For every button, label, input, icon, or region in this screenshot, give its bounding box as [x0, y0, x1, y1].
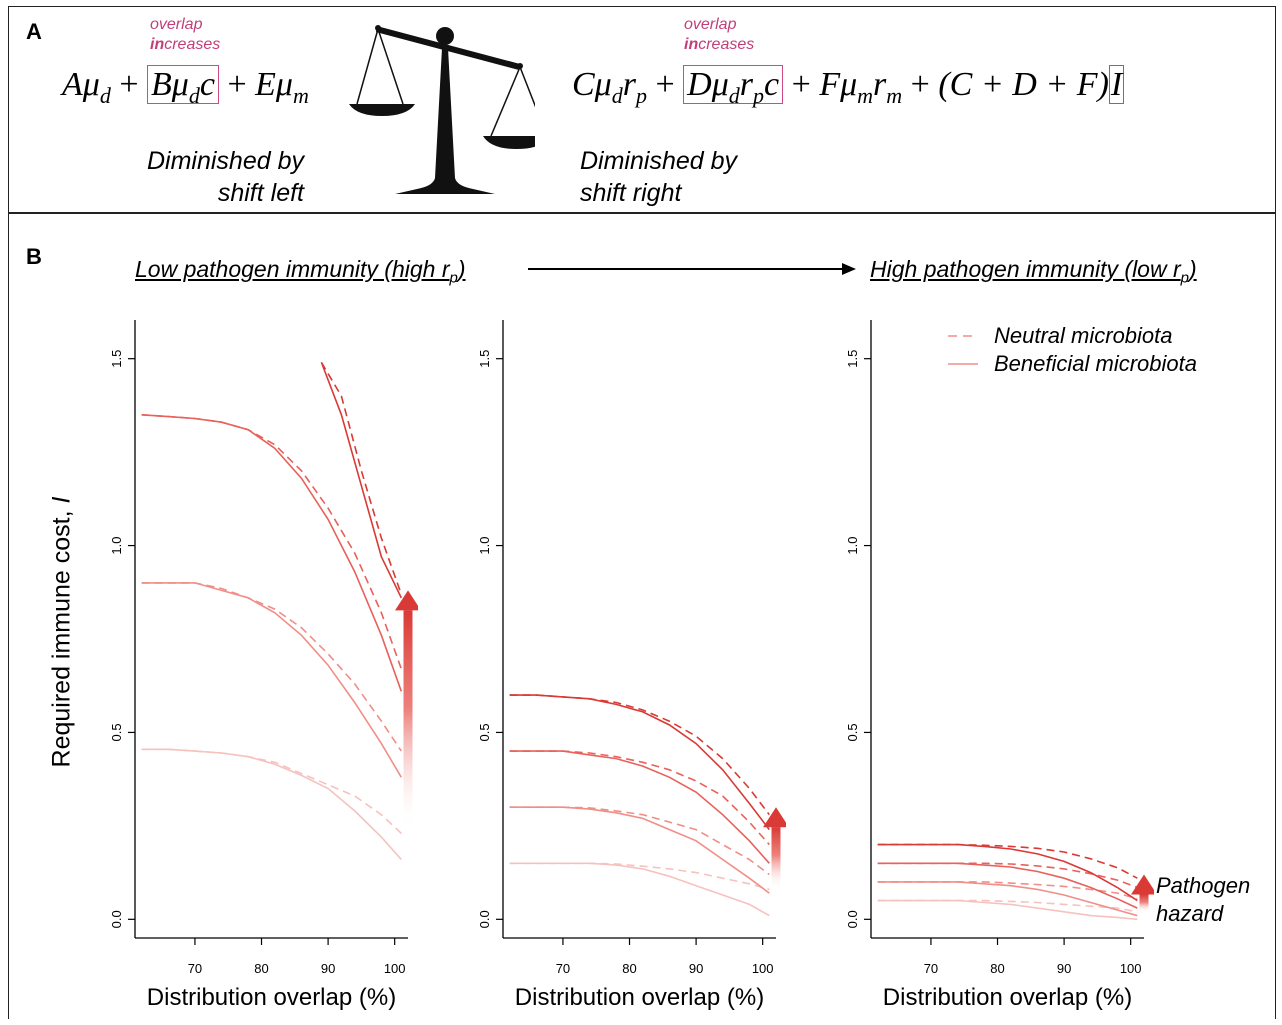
series-line-solid-2 [509, 806, 770, 894]
legend-dashed-swatch [948, 335, 978, 337]
x-tick-label: 100 [752, 961, 774, 976]
series-line-dashed-1 [877, 899, 1138, 913]
y-tick-label: 1.0 [109, 537, 124, 555]
hazard-arrow-shaft [771, 827, 781, 890]
series-line-solid-4 [509, 694, 770, 831]
regime-arrow-icon [528, 263, 856, 275]
x-axis-label: Distribution overlap (%) [147, 984, 396, 1011]
legend-solid-swatch [948, 363, 978, 365]
series-line-dashed-4 [320, 361, 403, 595]
hazard-arrow-head [1131, 874, 1154, 895]
right-equation: Cμdrp + Dμdrpc + Fμmrm + (C + D + F)I [572, 65, 1125, 108]
legend-item-neutral: Neutral microbiota [948, 322, 1197, 350]
series-line-solid-1 [877, 899, 1138, 921]
series-line-solid-1 [141, 748, 402, 861]
x-tick-label: 100 [1120, 961, 1142, 976]
overlap-term-box-left: Bμdc [147, 65, 219, 108]
x-tick-label: 70 [556, 961, 570, 976]
hazard-arrow-head [763, 807, 786, 828]
series-line-solid-4 [320, 362, 403, 599]
left-caption: Diminished by shift left [146, 147, 304, 207]
y-tick-label: 0.0 [845, 910, 860, 928]
series-line-dashed-3 [141, 414, 403, 670]
y-tick-label: 1.5 [845, 350, 860, 368]
panel-a-frame [8, 6, 1276, 213]
panel-b-label: B [26, 244, 42, 269]
left-equation: Aμd + Bμdc + Eμm [62, 65, 309, 108]
overlap-note-left: overlap increases [150, 16, 221, 53]
series-line-solid-3 [509, 750, 770, 864]
y-tick-label: 1.0 [477, 537, 492, 555]
y-tick-label: 0.0 [477, 910, 492, 928]
y-tick-label: 1.5 [477, 350, 492, 368]
x-tick-label: 100 [384, 961, 406, 976]
series-line-solid-2 [877, 881, 1138, 917]
right-caption: Diminished by shift right [580, 147, 738, 207]
series-line-dashed-4 [877, 843, 1138, 879]
x-tick-label: 80 [622, 961, 636, 976]
hazard-arrow-shaft [403, 610, 413, 830]
balance-scale-icon [349, 25, 535, 194]
series-line-dashed-1 [509, 862, 770, 891]
panel-b-frame [8, 213, 1276, 1019]
plot-mid-immunity: 0.0 0.5 1.0 1.5 70 80 90 100 Distribution overla… [477, 320, 786, 1011]
y-tick-label: 1.5 [109, 350, 124, 368]
legend: Neutral microbiota Beneficial microbiota [948, 322, 1197, 378]
x-tick-label: 90 [689, 961, 703, 976]
y-tick-label: 1.0 [845, 537, 860, 555]
hazard-arrow-shaft [1139, 894, 1149, 912]
regime-left-label: Low pathogen immunity (high rp) [135, 256, 466, 287]
x-tick-label: 90 [321, 961, 335, 976]
immune-cost-box: I [1108, 65, 1125, 104]
x-tick-label: 70 [924, 961, 938, 976]
x-tick-label: 90 [1057, 961, 1071, 976]
plot-high-immunity: 0.0 0.5 1.0 1.5 70 80 90 100 Distribution overla… [845, 320, 1154, 1011]
series-line-dashed-1 [141, 748, 402, 834]
panel-a-label: A [26, 19, 42, 44]
overlap-note-right: overlap increases [684, 16, 755, 53]
series-line-solid-2 [141, 582, 402, 778]
x-axis-label: Distribution overlap (%) [883, 984, 1132, 1011]
x-tick-label: 80 [254, 961, 268, 976]
y-tick-label: 0.5 [845, 723, 860, 741]
series-line-solid-3 [877, 862, 1138, 909]
series-line-dashed-2 [141, 582, 402, 752]
hazard-arrow-head [395, 590, 418, 611]
series-line-solid-3 [141, 414, 403, 692]
x-tick-label: 80 [990, 961, 1004, 976]
x-axis-label: Distribution overlap (%) [515, 984, 764, 1011]
series-line-dashed-4 [509, 694, 770, 816]
x-tick-label: 70 [188, 961, 202, 976]
overlap-term-box-right: Dμdrpc [683, 65, 784, 108]
pathogen-hazard-label: Pathogen hazard [1156, 873, 1251, 926]
legend-item-beneficial: Beneficial microbiota [948, 350, 1197, 378]
regime-right-label: High pathogen immunity (low rp) [870, 256, 1197, 287]
y-tick-label: 0.5 [109, 723, 124, 741]
series-line-solid-1 [509, 862, 770, 917]
plot-low-immunity: 0.0 0.5 1.0 1.5 70 80 90 100 Distribution overla… [109, 320, 418, 1011]
y-tick-label: 0.0 [109, 910, 124, 928]
series-line-solid-4 [877, 843, 1138, 902]
y-tick-label: 0.5 [477, 723, 492, 741]
